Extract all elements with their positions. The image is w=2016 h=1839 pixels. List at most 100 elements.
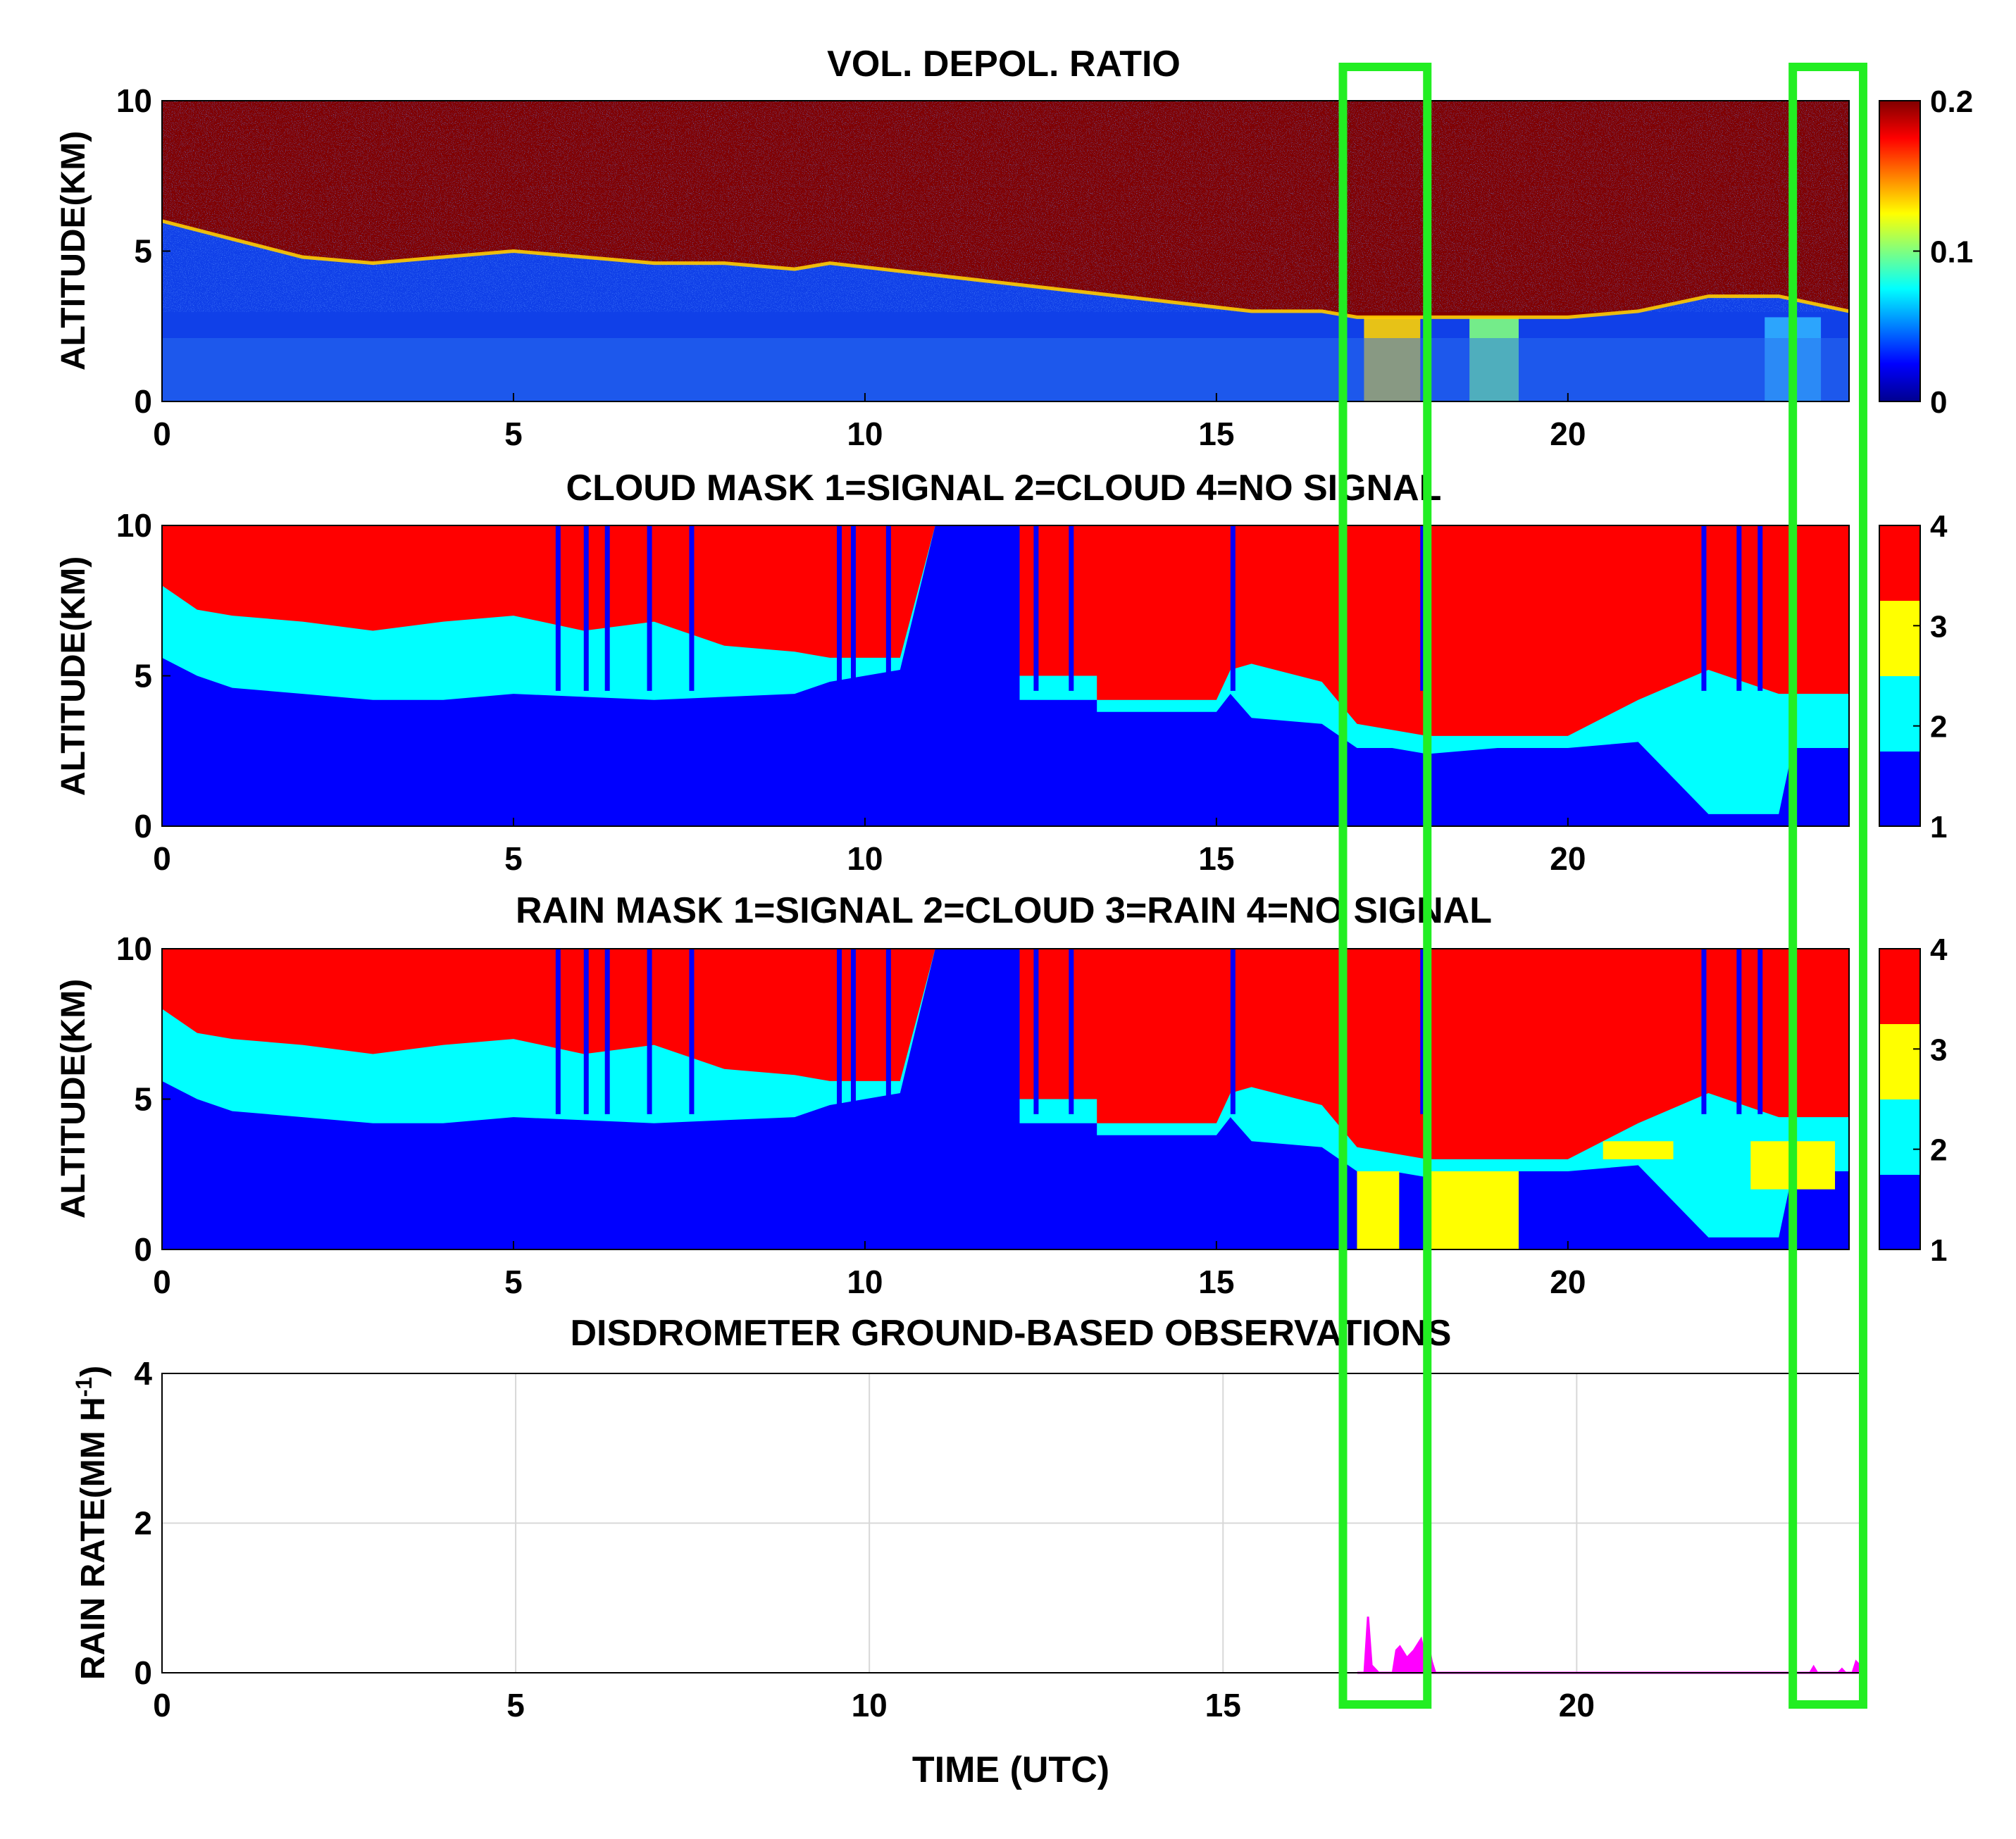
signal-stripe [647, 525, 652, 691]
signal-stripe [1757, 949, 1763, 1114]
disdro-panel: DISDROMETER GROUND-BASED OBSERVATIONS 0 5… [71, 1313, 1861, 1790]
signal-stripe [583, 525, 589, 691]
rain-colorbar-no-signal [1879, 949, 1920, 1024]
cloud-signal-region [162, 525, 1849, 826]
colorbar-tick-label: 1 [1930, 1233, 1947, 1268]
x-tick-label: 15 [1205, 1687, 1241, 1723]
depol-ylabel: ALTITUDE(KM) [55, 131, 92, 370]
highlight-boxes [1338, 63, 1867, 1709]
colorbar-tick-label: 4 [1930, 933, 1948, 967]
signal-stripe [1069, 525, 1074, 691]
x-tick-label: 0 [153, 1687, 171, 1723]
depol-title: VOL. DEPOL. RATIO [827, 44, 1181, 85]
y-tick-label: 5 [134, 233, 152, 270]
cloud-colorbar-rain [1879, 601, 1920, 676]
rain-colorbar: 1 2 3 4 [1879, 933, 1948, 1268]
signal-stripe [1033, 525, 1039, 691]
x-tick-label: 15 [1198, 416, 1234, 452]
x-tick-label: 10 [847, 1264, 883, 1300]
depol-panel: VOL. DEPOL. RATIO 0 5 10 15 20 0 5 10 ALTITUDE(… [55, 44, 1973, 452]
depol-colorbar-ticks: 0 0.1 0.2 [1913, 85, 1973, 420]
rain-signal-region [162, 949, 1849, 1249]
cloud-colorbar-signal [1879, 752, 1920, 826]
y-tick-label: 10 [116, 930, 152, 967]
disdro-axis-ticks: 0 5 10 15 20 0 2 4 [134, 1355, 1595, 1723]
rain-ylabel: ALTITUDE(KM) [55, 979, 92, 1218]
cloud-colorbar-frame [1879, 525, 1921, 827]
disdro-xlabel: TIME (UTC) [912, 1750, 1109, 1790]
x-tick-label: 10 [852, 1687, 888, 1723]
signal-stripe [604, 525, 610, 691]
x-tick-label: 5 [504, 840, 523, 877]
x-tick-label: 10 [847, 416, 883, 452]
depol-boundary-layer [162, 338, 1849, 401]
cloud-ylabel: ALTITUDE(KM) [55, 556, 92, 796]
signal-stripe [1230, 949, 1236, 1114]
highlight-box [1338, 63, 1432, 1709]
y-tick-label: 4 [134, 1355, 152, 1392]
signal-stripe [1420, 949, 1426, 1114]
signal-stripe [555, 525, 561, 691]
x-tick-label: 20 [1550, 416, 1586, 452]
depol-plot-area [161, 100, 1850, 402]
rain-region [1357, 1171, 1400, 1249]
colorbar-tick-label: 2 [1930, 710, 1947, 744]
x-tick-label: 20 [1559, 1687, 1595, 1723]
x-tick-label: 10 [847, 840, 883, 877]
colorbar-tick-label: 2 [1930, 1133, 1947, 1168]
y-tick-label: 0 [134, 808, 152, 844]
signal-stripe [604, 949, 610, 1114]
cloud-plot-area [161, 525, 1850, 827]
signal-stripe [689, 525, 695, 691]
cloud-axis-ticks: 0 5 10 15 20 0 5 10 [116, 507, 1586, 877]
signal-stripe [1757, 525, 1763, 691]
signal-stripe [583, 949, 589, 1114]
signal-stripe [1701, 949, 1707, 1114]
disdro-title: DISDROMETER GROUND-BASED OBSERVATIONS [571, 1313, 1452, 1354]
rain-colorbar-frame [1879, 948, 1921, 1250]
y-tick-label: 10 [116, 82, 152, 119]
signal-stripe [1701, 525, 1707, 691]
y-tick-label: 5 [134, 658, 152, 694]
cloud-colorbar-cloud [1879, 676, 1920, 752]
x-tick-label: 15 [1198, 1264, 1234, 1300]
colorbar-tick-label: 3 [1930, 609, 1947, 644]
depol-edge-transition [161, 219, 1850, 319]
signal-stripe [837, 949, 842, 1114]
colorbar-tick-label: 1 [1930, 810, 1947, 844]
colorbar-tick-label: 0 [1930, 385, 1947, 420]
x-tick-label: 20 [1550, 840, 1586, 877]
x-tick-label: 0 [153, 840, 171, 877]
colorbar-tick-label: 0.1 [1930, 235, 1973, 270]
y-tick-label: 0 [134, 1231, 152, 1268]
cloud-colorbar-ticks: 1 2 3 4 [1913, 509, 1948, 844]
signal-stripe [1230, 525, 1236, 691]
signal-stripe [1033, 949, 1039, 1114]
signal-stripe [647, 949, 652, 1114]
cloud-signal-stripes [555, 525, 1763, 691]
colorbar-tick-label: 3 [1930, 1033, 1947, 1067]
rain-region [1427, 1171, 1519, 1249]
rain-region [1603, 1141, 1674, 1159]
depol-speckle-overlay [162, 101, 1849, 312]
x-tick-label: 5 [506, 1687, 525, 1723]
rain-title: RAIN MASK 1=SIGNAL 2=CLOUD 3=RAIN 4=NO S… [516, 890, 1492, 931]
rain-colorbar-signal [1879, 1175, 1920, 1249]
cloud-colorbar-no-signal [1879, 525, 1920, 601]
signal-stripe [850, 949, 856, 1114]
y-tick-label: 0 [134, 1654, 152, 1691]
cloud-colorbar: 1 2 3 4 [1879, 509, 1948, 844]
x-tick-label: 15 [1198, 840, 1234, 877]
depol-axis-ticks: 0 5 10 15 20 0 5 10 [116, 82, 1586, 452]
signal-stripe [885, 949, 891, 1114]
x-tick-label: 5 [504, 416, 523, 452]
signal-stripe [1736, 525, 1742, 691]
rain-signal-stripes [555, 949, 1763, 1114]
rain-panel: RAIN MASK 1=SIGNAL 2=CLOUD 3=RAIN 4=NO S… [55, 890, 1948, 1300]
signal-stripe [1420, 525, 1426, 691]
signal-stripe [1736, 949, 1742, 1114]
rain-plot-area [161, 948, 1850, 1250]
x-tick-label: 20 [1550, 1264, 1586, 1300]
signal-stripe [1069, 949, 1074, 1114]
